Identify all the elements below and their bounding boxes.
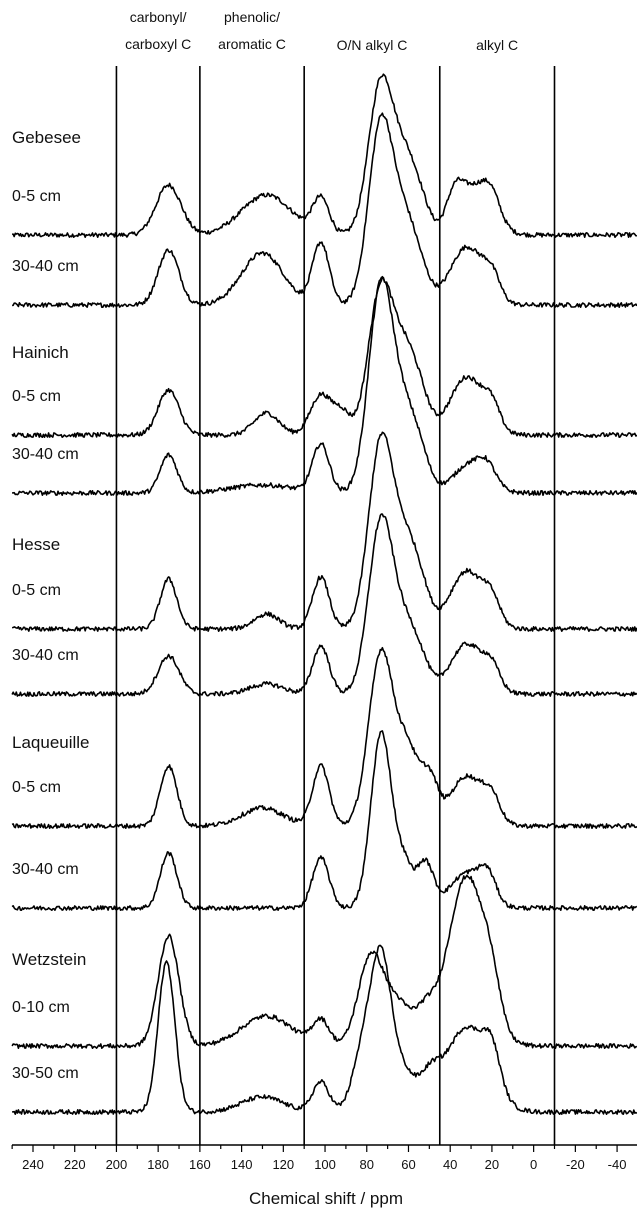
spectrum-hainich-3 xyxy=(12,276,637,496)
region-labels: carbonyl/carboxyl C phenolic/aromatic C O/… xyxy=(125,9,518,53)
depth-label-9: 30-50 cm xyxy=(12,1065,79,1082)
spectrum-wetzstein-9 xyxy=(11,944,637,1115)
site-label-1: Hainich xyxy=(12,343,69,362)
depth-labels: 0-5 cm 30-40 cm 0-5 cm 30-40 cm 0-5 cm 30-40 … xyxy=(12,188,79,1082)
spectrum-hesse-4 xyxy=(11,431,637,632)
depth-label-0: 0-5 cm xyxy=(12,188,61,205)
spectra xyxy=(11,73,637,1115)
depth-label-5: 30-40 cm xyxy=(12,647,79,664)
spectrum-laqueuille-7 xyxy=(11,730,637,911)
region-label-3-line-0: alkyl C xyxy=(476,37,518,53)
depth-label-2: 0-5 cm xyxy=(12,388,61,405)
region-dividers xyxy=(115,66,556,1145)
spectrum-hainich-2 xyxy=(11,275,637,438)
region-label-0-line-0: carbonyl/ xyxy=(130,9,187,25)
spectrum-gebesee-0 xyxy=(12,73,637,238)
depth-label-3: 30-40 cm xyxy=(12,446,79,463)
spectrum-hesse-5 xyxy=(11,513,637,697)
site-label-2: Hesse xyxy=(12,535,60,554)
spectrum-wetzstein-8 xyxy=(11,874,637,1049)
x-tick-label-3: 180 xyxy=(147,1157,169,1172)
depth-label-6: 0-5 cm xyxy=(12,779,61,796)
x-tick-label-1: 220 xyxy=(64,1157,86,1172)
region-label-0-line-1: carboxyl C xyxy=(125,36,191,52)
depth-label-4: 0-5 cm xyxy=(12,582,61,599)
x-tick-label-8: 80 xyxy=(360,1157,374,1172)
x-tick-label-0: 240 xyxy=(22,1157,44,1172)
depth-label-7: 30-40 cm xyxy=(12,861,79,878)
x-axis-title: Chemical shift / ppm xyxy=(249,1189,403,1208)
site-label-4: Wetzstein xyxy=(12,950,86,969)
x-tick-label-5: 140 xyxy=(231,1157,253,1172)
x-tick-label-14: -40 xyxy=(608,1157,627,1172)
x-axis-ticks: 240 220 200 180 160 140 120 100 80 60 40 20 0 -20 -40 xyxy=(11,1145,627,1172)
site-labels: Gebesee Hainich Hesse Laqueuille Wetzstein xyxy=(12,128,90,969)
x-tick-label-12: 0 xyxy=(530,1157,537,1172)
x-tick-label-4: 160 xyxy=(189,1157,211,1172)
x-tick-label-2: 200 xyxy=(106,1157,128,1172)
site-label-3: Laqueuille xyxy=(12,733,90,752)
spectrum-laqueuille-6 xyxy=(11,646,637,829)
x-tick-label-7: 100 xyxy=(314,1157,336,1172)
region-label-1-line-1: aromatic C xyxy=(218,36,286,52)
depth-label-1: 30-40 cm xyxy=(12,258,79,275)
x-tick-label-13: -20 xyxy=(566,1157,585,1172)
depth-label-8: 0-10 cm xyxy=(12,999,70,1016)
x-tick-label-9: 60 xyxy=(401,1157,415,1172)
x-tick-label-10: 40 xyxy=(443,1157,457,1172)
x-tick-label-6: 120 xyxy=(272,1157,294,1172)
region-label-2-line-0: O/N alkyl C xyxy=(337,37,408,53)
region-label-1-line-0: phenolic/ xyxy=(224,9,280,25)
site-label-0: Gebesee xyxy=(12,128,81,147)
spectrum-gebesee-1 xyxy=(11,112,637,308)
x-tick-label-11: 20 xyxy=(485,1157,499,1172)
